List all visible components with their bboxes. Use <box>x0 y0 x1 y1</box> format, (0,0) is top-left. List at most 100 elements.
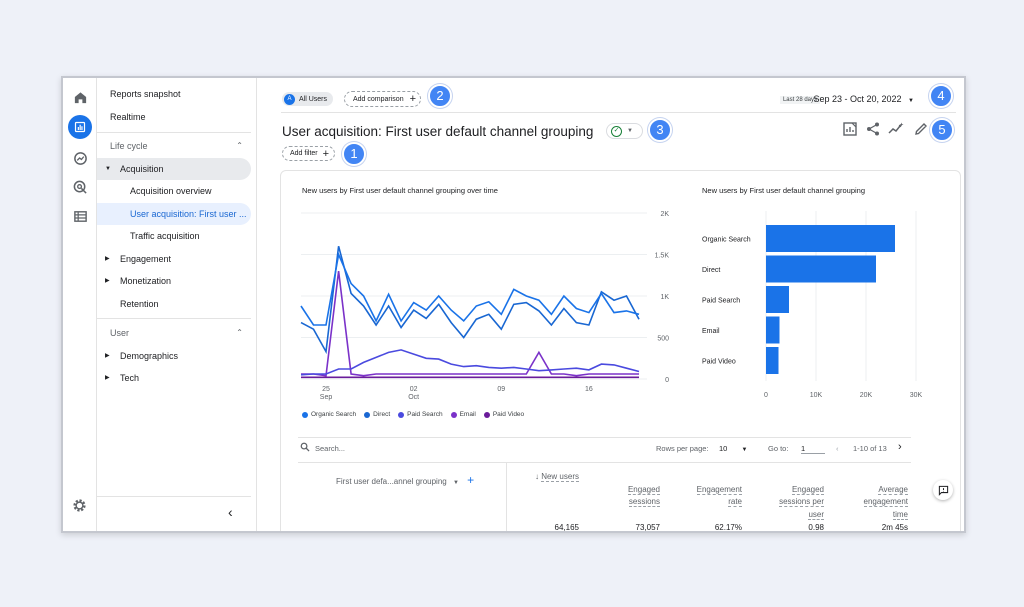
column-header-engagement-rate[interactable]: Engagement rate <box>672 471 742 509</box>
explore-icon[interactable] <box>70 148 90 168</box>
share-icon[interactable] <box>865 121 881 137</box>
nav-traffic-acquisition[interactable]: Traffic acquisition <box>130 231 200 241</box>
caret-down-icon: ▼ <box>105 166 111 172</box>
category-label: Direct <box>702 267 720 274</box>
total-engagement-time: 2m 45s <box>881 523 908 532</box>
caret-right-icon: ▶ <box>105 353 110 359</box>
nav-engagement[interactable]: ▶ Engagement <box>97 248 251 270</box>
column-header-label: Average engagement time <box>863 484 908 520</box>
x-tick-label: 25 <box>322 386 330 393</box>
advertising-icon[interactable] <box>70 177 90 197</box>
check-circle-icon: ✓ <box>611 125 622 137</box>
legend-label: Email <box>459 411 476 418</box>
series-line-email <box>301 271 639 377</box>
table-divider <box>298 462 911 463</box>
caret-down-icon: ▼ <box>908 98 914 104</box>
nav-section-life-cycle[interactable]: Life cycle ⌃ <box>97 135 251 157</box>
date-range-picker[interactable]: Sep 23 - Oct 20, 2022 ▼ <box>813 94 914 104</box>
x-tick-label: 16 <box>585 386 593 393</box>
collapse-nav-button[interactable]: ‹ <box>228 504 233 520</box>
caret-right-icon: ▶ <box>105 278 110 284</box>
nav-retention[interactable]: Retention <box>120 299 159 309</box>
nav-tech[interactable]: ▶ Tech <box>97 367 251 389</box>
total-new-users: 64,165 <box>554 523 579 532</box>
reports-icon[interactable] <box>68 115 92 139</box>
nav-realtime[interactable]: Realtime <box>110 112 146 122</box>
category-label: Paid Search <box>702 298 740 305</box>
configure-icon[interactable] <box>70 206 90 226</box>
bar-chart[interactable]: 0 10K 20K 30K Organic Search Direct Paid Searc… <box>696 207 926 403</box>
legend-dot <box>483 411 490 418</box>
feedback-icon[interactable] <box>933 480 953 500</box>
next-page-icon[interactable]: › <box>898 441 902 453</box>
nav-item-label: Engagement <box>120 254 172 264</box>
series-line-organic-search <box>300 251 640 326</box>
insights-icon[interactable] <box>888 121 904 137</box>
add-dimension-icon[interactable]: + <box>467 473 475 487</box>
nav-item-label: Acquisition <box>120 164 164 174</box>
customize-report-icon[interactable] <box>842 121 858 137</box>
x-tick-label: 20K <box>860 392 873 399</box>
prev-page-icon[interactable]: ‹ <box>836 444 839 453</box>
report-card: New users by First user default channel … <box>280 170 961 532</box>
data-quality-chip[interactable]: ✓ ▼ <box>606 123 643 139</box>
segment-avatar: A <box>284 93 295 105</box>
goto-input[interactable]: 1 <box>801 444 825 454</box>
add-filter-button[interactable]: Add filter + <box>282 146 336 161</box>
table-search-input[interactable]: Search... <box>315 444 346 453</box>
dimension-header[interactable]: First user defa...annel grouping ▼ + <box>336 474 474 490</box>
column-header-label: Engagement rate <box>696 484 742 507</box>
callout-badge: 4 <box>929 84 953 108</box>
legend-item[interactable]: Paid Search <box>398 411 443 418</box>
segment-chip[interactable]: A All Users <box>282 92 334 106</box>
dimension-header-label: First user defa...annel grouping <box>336 477 447 486</box>
column-header-new-users[interactable]: ↓ New users <box>509 471 579 484</box>
nav-reports-snapshot[interactable]: Reports snapshot <box>110 89 181 99</box>
goto-label: Go to: <box>768 444 789 453</box>
category-label: Email <box>702 328 720 335</box>
nav-acquisition-overview[interactable]: Acquisition overview <box>130 186 212 196</box>
settings-gear-icon[interactable] <box>72 498 88 514</box>
home-icon[interactable] <box>70 87 90 107</box>
legend-dot <box>364 411 371 418</box>
legend-dot <box>450 411 457 418</box>
x-tick-label: Oct <box>408 394 419 401</box>
nav-item-label: Monetization <box>120 276 172 286</box>
x-tick-label: 30K <box>910 392 923 399</box>
add-comparison-label: Add comparison <box>353 95 404 103</box>
nav-user-acquisition[interactable]: User acquisition: First user ... <box>97 203 251 225</box>
legend-item[interactable]: Email <box>450 411 476 418</box>
nav-section-user[interactable]: User ⌃ <box>97 322 251 344</box>
y-tick-label: 0 <box>665 377 669 384</box>
column-header-label: Engaged sessions per user <box>779 484 824 520</box>
nav-acquisition[interactable]: ▼ Acquisition <box>97 158 251 180</box>
edit-icon[interactable] <box>913 121 929 137</box>
column-header-engagement-time[interactable]: Average engagement time <box>838 471 908 521</box>
y-tick-label: 1K <box>660 294 669 301</box>
nav-divider <box>97 496 251 497</box>
legend-label: Paid Search <box>407 411 443 418</box>
legend-item[interactable]: Organic Search <box>302 411 356 418</box>
main-content: A All Users Add comparison + 2 Last 28 d… <box>257 78 964 531</box>
rows-per-page-select[interactable]: 10 ▼ <box>719 444 747 453</box>
icon-rail <box>63 78 97 531</box>
y-tick-label: 1.5K <box>655 253 670 260</box>
legend-item[interactable]: Paid Video <box>483 411 524 418</box>
nav-divider <box>97 132 251 133</box>
total-sessions-per-user: 0.98 <box>808 523 824 532</box>
column-header-engaged-sessions[interactable]: Engaged sessions <box>600 471 660 509</box>
caret-down-icon: ▼ <box>452 480 459 486</box>
add-comparison-button[interactable]: Add comparison + <box>344 91 422 107</box>
total-engagement-rate: 62.17% <box>714 523 742 532</box>
chevron-up-icon: ⌃ <box>236 141 243 150</box>
nav-monetization[interactable]: ▶ Monetization <box>97 270 251 292</box>
nav-demographics[interactable]: ▶ Demographics <box>97 345 251 367</box>
search-icon <box>300 442 310 454</box>
date-preset-label: Last 28 days <box>779 96 820 104</box>
legend-item[interactable]: Direct <box>364 411 390 418</box>
y-tick-label: 500 <box>657 336 669 343</box>
nav-divider <box>97 318 251 319</box>
date-range-label: Sep 23 - Oct 20, 2022 <box>813 94 902 104</box>
column-header-sessions-per-user[interactable]: Engaged sessions per user <box>754 471 824 521</box>
